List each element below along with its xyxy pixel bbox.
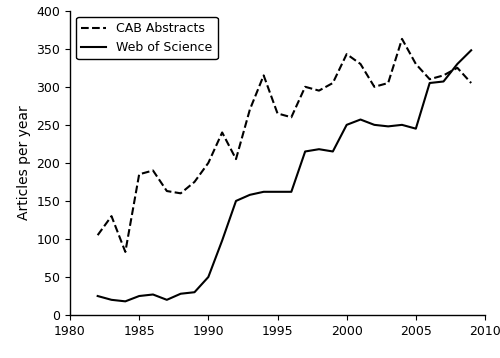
- CAB Abstracts: [233, 157, 239, 161]
- Web of Science: [192, 290, 198, 294]
- Web of Science: [399, 123, 405, 127]
- Web of Science: [440, 79, 446, 84]
- Web of Science: [358, 117, 364, 122]
- Web of Science: [454, 62, 460, 66]
- Web of Science: [150, 292, 156, 297]
- CAB Abstracts: [260, 73, 266, 78]
- Web of Science: [219, 238, 225, 243]
- CAB Abstracts: [399, 37, 405, 41]
- CAB Abstracts: [288, 115, 294, 119]
- Web of Science: [468, 48, 474, 53]
- Web of Science: [178, 291, 184, 296]
- Y-axis label: Articles per year: Articles per year: [17, 106, 31, 220]
- Web of Science: [372, 123, 378, 127]
- CAB Abstracts: [426, 77, 432, 81]
- Web of Science: [330, 149, 336, 154]
- CAB Abstracts: [192, 180, 198, 184]
- Web of Science: [94, 294, 100, 298]
- CAB Abstracts: [413, 62, 419, 66]
- Web of Science: [136, 294, 142, 298]
- CAB Abstracts: [122, 250, 128, 254]
- Web of Science: [108, 298, 114, 302]
- Web of Science: [302, 149, 308, 154]
- CAB Abstracts: [219, 130, 225, 135]
- CAB Abstracts: [385, 81, 391, 85]
- CAB Abstracts: [316, 88, 322, 93]
- Web of Science: [164, 298, 170, 302]
- Line: CAB Abstracts: CAB Abstracts: [98, 39, 471, 252]
- Web of Science: [288, 190, 294, 194]
- CAB Abstracts: [454, 66, 460, 70]
- Web of Science: [344, 123, 349, 127]
- CAB Abstracts: [302, 84, 308, 89]
- Line: Web of Science: Web of Science: [98, 50, 471, 301]
- CAB Abstracts: [136, 172, 142, 176]
- Web of Science: [274, 190, 280, 194]
- Web of Science: [233, 199, 239, 203]
- CAB Abstracts: [372, 84, 378, 89]
- CAB Abstracts: [247, 107, 253, 112]
- CAB Abstracts: [440, 73, 446, 78]
- CAB Abstracts: [344, 52, 349, 56]
- CAB Abstracts: [468, 81, 474, 85]
- Legend: CAB Abstracts, Web of Science: CAB Abstracts, Web of Science: [76, 17, 218, 59]
- CAB Abstracts: [178, 191, 184, 195]
- Web of Science: [426, 81, 432, 85]
- Web of Science: [260, 190, 266, 194]
- Web of Science: [385, 124, 391, 129]
- CAB Abstracts: [206, 161, 212, 165]
- Web of Science: [316, 147, 322, 151]
- Web of Science: [206, 275, 212, 279]
- CAB Abstracts: [274, 111, 280, 116]
- CAB Abstracts: [330, 81, 336, 85]
- CAB Abstracts: [358, 62, 364, 66]
- Web of Science: [413, 126, 419, 131]
- Web of Science: [247, 193, 253, 197]
- CAB Abstracts: [94, 233, 100, 237]
- CAB Abstracts: [150, 168, 156, 173]
- Web of Science: [122, 299, 128, 304]
- CAB Abstracts: [108, 214, 114, 218]
- CAB Abstracts: [164, 189, 170, 193]
